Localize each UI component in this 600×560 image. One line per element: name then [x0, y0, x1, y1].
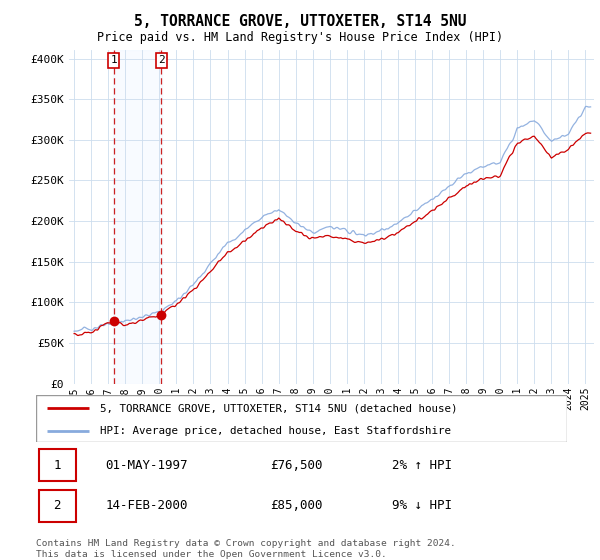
Text: 5, TORRANCE GROVE, UTTOXETER, ST14 5NU: 5, TORRANCE GROVE, UTTOXETER, ST14 5NU	[134, 14, 466, 29]
Text: 1: 1	[53, 459, 61, 472]
Text: 14-FEB-2000: 14-FEB-2000	[105, 499, 188, 512]
Text: 2% ↑ HPI: 2% ↑ HPI	[392, 459, 452, 472]
Text: £76,500: £76,500	[269, 459, 322, 472]
Text: 5, TORRANCE GROVE, UTTOXETER, ST14 5NU (detached house): 5, TORRANCE GROVE, UTTOXETER, ST14 5NU (…	[100, 403, 457, 413]
Text: 9% ↓ HPI: 9% ↓ HPI	[392, 499, 452, 512]
Text: 2: 2	[158, 55, 165, 66]
Text: HPI: Average price, detached house, East Staffordshire: HPI: Average price, detached house, East…	[100, 426, 451, 436]
Text: Contains HM Land Registry data © Crown copyright and database right 2024.
This d: Contains HM Land Registry data © Crown c…	[36, 539, 456, 559]
Text: 01-MAY-1997: 01-MAY-1997	[105, 459, 188, 472]
FancyBboxPatch shape	[36, 395, 567, 442]
FancyBboxPatch shape	[38, 449, 76, 482]
Text: £85,000: £85,000	[269, 499, 322, 512]
Text: 1: 1	[110, 55, 117, 66]
Text: 2: 2	[53, 499, 61, 512]
FancyBboxPatch shape	[38, 489, 76, 522]
Point	[157, 310, 166, 319]
Text: Price paid vs. HM Land Registry's House Price Index (HPI): Price paid vs. HM Land Registry's House …	[97, 31, 503, 44]
Point	[109, 317, 119, 326]
Bar	[113, 50, 162, 384]
